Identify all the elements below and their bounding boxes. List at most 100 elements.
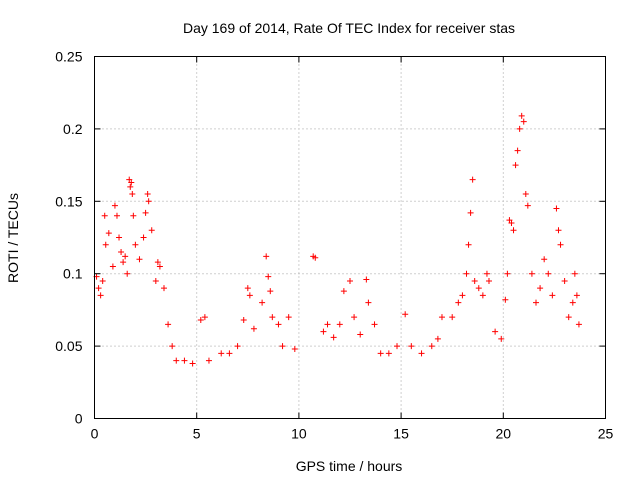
data-point [165,321,172,328]
data-point [510,227,517,234]
data-point [120,259,127,266]
data-point [553,205,560,212]
data-point [561,277,568,284]
data-point [428,343,435,350]
data-point [320,328,327,335]
data-point [128,179,135,186]
data-point [148,227,155,234]
data-point [95,285,102,292]
x-tick-label: 10 [291,426,307,442]
data-point [541,256,548,263]
data-point [385,350,392,357]
data-point [154,259,161,266]
x-tick-label: 20 [496,426,512,442]
data-point [479,292,486,299]
data-point [226,350,233,357]
data-point [269,314,276,321]
data-point [127,183,134,190]
data-point [265,273,272,280]
data-point [571,270,578,277]
data-point [483,270,490,277]
y-tick-label: 0.25 [55,49,82,65]
data-point [471,277,478,284]
y-tick-label: 0.15 [55,193,82,209]
data-point [522,191,529,198]
data-point [240,317,247,324]
data-point [156,263,163,270]
data-point [101,212,108,219]
plot-frame [94,56,606,419]
data-point [518,112,525,119]
y-tick-label: 0.05 [55,338,82,354]
x-tick-label: 5 [193,426,201,442]
data-point [516,125,523,132]
data-point [557,241,564,248]
y-tick-label: 0 [75,411,83,427]
data-point [371,321,378,328]
data-point [144,191,151,198]
data-point [485,277,492,284]
data-point [418,350,425,357]
data-point [492,328,499,335]
data-point [197,317,204,324]
data-point [234,343,241,350]
data-point [465,241,472,248]
data-point [475,285,482,292]
y-tick-label: 0.1 [63,266,83,282]
data-point [189,360,196,367]
x-axis-label: GPS time / hours [296,458,403,474]
data-point [357,331,364,338]
data-point [438,314,445,321]
chart-title: Day 169 of 2014, Rate Of TEC Index for r… [183,20,515,36]
data-point [408,343,415,350]
data-point [205,357,212,364]
data-point [136,256,143,263]
data-point [109,263,116,270]
data-point [218,350,225,357]
data-point [263,253,270,260]
data-point [116,234,123,241]
data-point [279,343,286,350]
data-point [244,285,251,292]
data-point [455,299,462,306]
data-point [140,234,147,241]
data-point [502,296,509,303]
data-point [365,299,372,306]
data-point [569,299,576,306]
data-point [336,321,343,328]
data-point [402,311,409,318]
data-point [124,270,131,277]
data-point [449,314,456,321]
data-point [130,212,137,219]
data-point [514,147,521,154]
data-point [169,343,176,350]
data-point [520,118,527,125]
data-point [394,343,401,350]
data-point [565,314,572,321]
data-point [363,276,370,283]
data-points [93,112,582,367]
x-tick-label: 0 [91,426,99,442]
data-point [145,198,152,205]
x-tick-label: 25 [598,426,614,442]
data-point [99,277,106,284]
data-point [377,350,384,357]
data-point [351,314,358,321]
data-point [573,292,580,299]
data-point [524,202,531,209]
data-point [324,321,331,328]
data-point [246,292,253,299]
data-point [469,176,476,183]
data-point [434,335,441,342]
data-point [555,227,562,234]
data-point [285,314,292,321]
data-point [498,335,505,342]
data-point [575,321,582,328]
data-point [512,162,519,169]
data-point [508,220,515,227]
data-point [463,270,470,277]
data-point [142,209,149,216]
data-point [537,285,544,292]
data-point [312,254,319,261]
